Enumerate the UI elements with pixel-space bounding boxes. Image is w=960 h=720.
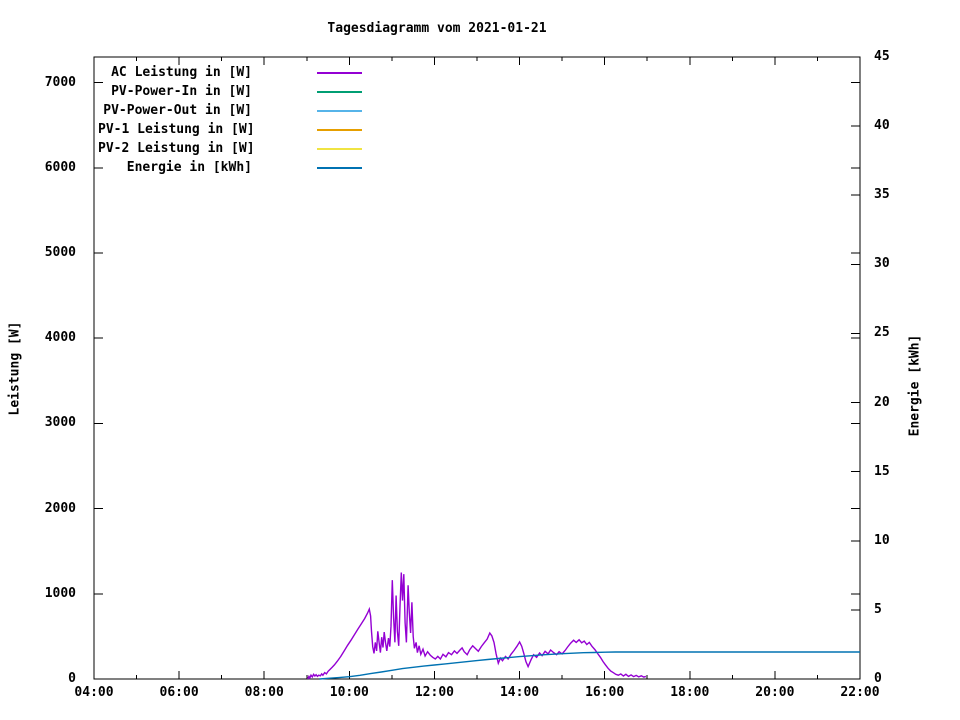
legend-item-2: PV-Power-Out in [W] <box>98 101 368 120</box>
y-right-tick-label: 0 <box>874 671 882 686</box>
legend-line-sample <box>317 147 362 150</box>
x-tick-label: 08:00 <box>244 685 284 700</box>
y-right-tick-label: 20 <box>874 394 890 410</box>
x-tick-label: 18:00 <box>670 685 710 700</box>
x-tick-label: 22:00 <box>840 685 880 700</box>
legend-item-4: PV-2 Leistung in [W] <box>98 139 368 158</box>
legend-label: PV-2 Leistung in [W] <box>98 141 255 156</box>
y-left-tick-label: 7000 <box>44 74 76 90</box>
y-right-tick-label: 25 <box>874 325 890 341</box>
legend-line-sample <box>317 90 362 93</box>
x-tick-label: 04:00 <box>74 685 114 700</box>
y-right-tick-label: 30 <box>874 256 890 272</box>
y-left-tick-label: 2000 <box>44 500 76 516</box>
y-left-tick-label: 4000 <box>44 330 76 346</box>
legend-label: PV-Power-In in [W] <box>111 84 252 99</box>
chart-title: Tagesdiagramm vom 2021-01-21 <box>327 21 547 36</box>
legend-item-5: Energie in [kWh] <box>98 158 368 177</box>
series-line-5 <box>319 651 860 680</box>
x-tick-label: 14:00 <box>499 685 540 700</box>
legend-label: AC Leistung in [W] <box>111 65 252 80</box>
y-right-tick-label: 10 <box>874 532 890 548</box>
y-left-tick-label: 3000 <box>44 415 76 431</box>
y-left-tick-label: 0 <box>68 671 76 686</box>
legend-line-sample <box>317 109 362 112</box>
legend: AC Leistung in [W] PV-Power-In in [W] PV-P… <box>98 63 368 177</box>
y-right-tick-label: 5 <box>874 601 882 617</box>
legend-line-sample <box>317 71 362 74</box>
legend-line-sample <box>317 166 362 169</box>
legend-item-0: AC Leistung in [W] <box>98 63 368 82</box>
x-tick-label: 06:00 <box>159 685 199 700</box>
series-line-0 <box>306 572 647 680</box>
y-left-axis-title: Leistung [W] <box>7 321 23 416</box>
legend-item-3: PV-1 Leistung in [W] <box>98 120 368 139</box>
y-left-tick-label: 1000 <box>44 585 76 601</box>
y-right-tick-label: 45 <box>874 49 890 64</box>
y-left-tick-label: 6000 <box>44 159 76 175</box>
legend-label: PV-Power-Out in [W] <box>103 103 252 118</box>
y-right-axis-title: Energie [kWh] <box>907 334 923 437</box>
legend-label: PV-1 Leistung in [W] <box>98 122 255 137</box>
y-left-tick-label: 5000 <box>44 244 76 260</box>
y-right-tick-label: 35 <box>874 187 890 203</box>
legend-line-sample <box>317 128 362 131</box>
x-tick-label: 20:00 <box>755 685 795 700</box>
legend-item-1: PV-Power-In in [W] <box>98 82 368 101</box>
x-tick-label: 10:00 <box>329 685 369 700</box>
legend-label: Energie in [kWh] <box>126 160 252 175</box>
x-tick-label: 12:00 <box>414 685 454 700</box>
y-right-tick-label: 15 <box>874 463 890 479</box>
x-tick-label: 16:00 <box>585 685 625 700</box>
y-right-tick-label: 40 <box>874 118 890 134</box>
